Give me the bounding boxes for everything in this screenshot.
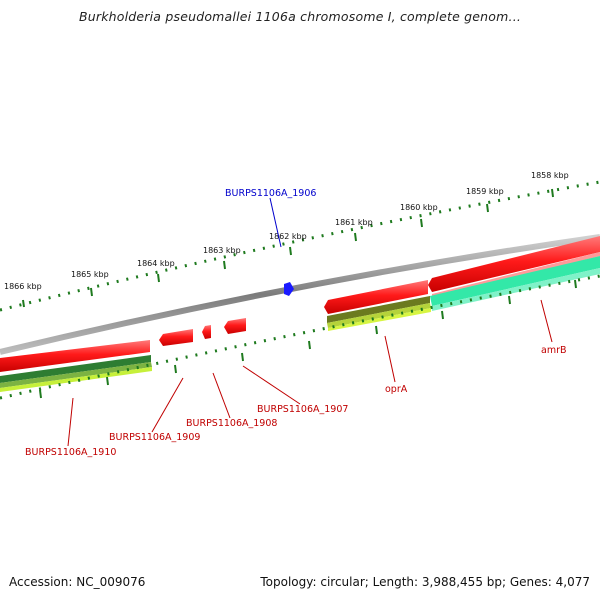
- gene-block-amrb: [428, 236, 600, 292]
- gene-leader-lines: [67, 197, 553, 447]
- tick-label-1860: 1860 kbp: [400, 203, 438, 212]
- gene-labels[interactable]: BURPS1106A_1906 BURPS1106A_1907 BURPS110…: [25, 188, 567, 458]
- gene-block-1909: [159, 329, 193, 346]
- accession-text: Accession: NC_009076: [9, 575, 146, 589]
- gene-label-1909: BURPS1106A_1909: [109, 432, 200, 443]
- gene-label-1908: BURPS1106A_1908: [186, 418, 277, 429]
- tick-label-1858: 1858 kbp: [531, 171, 569, 180]
- genome-backbone: [0, 234, 600, 355]
- feature-bands: [0, 256, 600, 392]
- tick-label-1862: 1862 kbp: [269, 232, 307, 241]
- tick-label-1866: 1866 kbp: [4, 282, 42, 291]
- gene-label-amrb: amrB: [541, 345, 567, 356]
- scale-ticks-inner: [0, 274, 600, 400]
- gene-block-opra: [324, 280, 428, 314]
- tick-label-1863: 1863 kbp: [203, 246, 241, 255]
- gene-label-1910: BURPS1106A_1910: [25, 447, 116, 458]
- tick-label-1864: 1864 kbp: [137, 259, 175, 268]
- forward-genes[interactable]: [0, 236, 600, 372]
- gene-block-1907: [224, 318, 246, 334]
- scale-labels: 1866 kbp 1865 kbp 1864 kbp 1863 kbp 1862…: [4, 171, 569, 291]
- tick-label-1859: 1859 kbp: [466, 187, 504, 196]
- gene-block-1906-highlight[interactable]: [284, 282, 294, 296]
- tick-label-1861: 1861 kbp: [335, 218, 373, 227]
- gene-label-1907: BURPS1106A_1907: [257, 404, 348, 415]
- gene-block-1908: [202, 325, 211, 339]
- gene-label-1906: BURPS1106A_1906: [225, 188, 316, 199]
- scale-major-ticks: [22, 188, 554, 308]
- gene-label-opra: oprA: [385, 384, 408, 395]
- map-title: Burkholderia pseudomallei 1106a chromoso…: [78, 9, 522, 24]
- tick-label-1865: 1865 kbp: [71, 270, 109, 279]
- gene-block-1910: [0, 340, 150, 372]
- genome-summary: Topology: circular; Length: 3,988,455 bp…: [260, 575, 590, 589]
